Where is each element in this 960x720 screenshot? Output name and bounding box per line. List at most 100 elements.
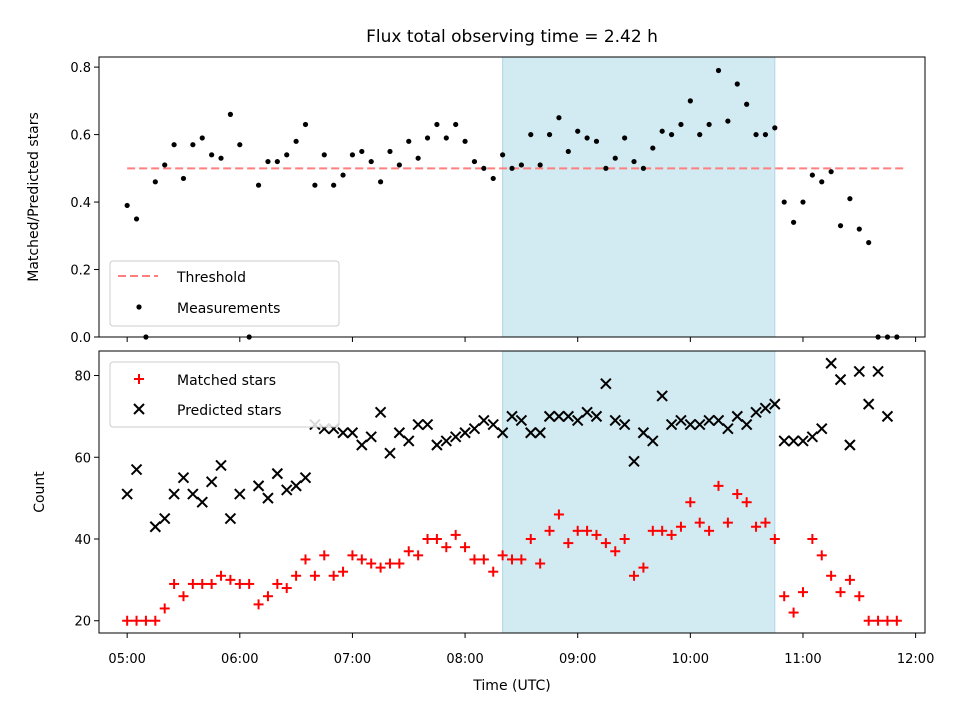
predicted-stars-point-b	[797, 435, 809, 447]
predicted-stars-point-b	[196, 496, 208, 508]
predicted-stars-point	[778, 435, 790, 447]
measurement-point	[274, 158, 280, 165]
predicted-stars-point-b	[872, 365, 884, 378]
predicted-stars-point-b	[205, 476, 218, 488]
matched-stars-point	[535, 558, 546, 569]
predicted-stars-point-b	[553, 410, 565, 423]
predicted-stars-point-b	[356, 439, 368, 451]
predicted-stars-point	[543, 410, 556, 423]
predicted-stars-point	[600, 377, 612, 390]
measurement-point	[828, 169, 834, 175]
predicted-stars-point	[431, 439, 443, 451]
predicted-stars-point	[262, 492, 274, 504]
top-observing-window-shade	[502, 56, 776, 338]
matched-stars-point	[338, 566, 349, 577]
measurement-point	[312, 182, 318, 188]
matched-stars-point	[197, 578, 208, 589]
measurement-point	[772, 125, 778, 131]
predicted-stars-point	[647, 435, 659, 447]
measurement-point	[462, 138, 468, 144]
legend-matched-swatch	[134, 374, 144, 384]
predicted-stars-point-b	[412, 418, 424, 431]
measurement-point	[819, 179, 825, 185]
measurement-point	[218, 155, 224, 161]
matched-stars-point	[131, 615, 142, 626]
x-axis-label: Time (UTC)	[472, 678, 550, 694]
predicted-stars-point-b	[759, 402, 772, 414]
predicted-stars-point	[571, 414, 584, 427]
predicted-stars-point	[816, 422, 828, 435]
bottom-legend-box	[109, 361, 340, 428]
predicted-stars-point	[337, 427, 349, 439]
predicted-stars-point	[506, 410, 518, 423]
predicted-stars-point-b	[468, 422, 481, 435]
measurement-point	[640, 165, 647, 171]
matched-stars-point	[844, 574, 855, 585]
predicted-stars-point-b	[740, 418, 753, 431]
predicted-stars-point-b	[158, 512, 171, 525]
bottom-observing-window-shade	[502, 350, 776, 634]
predicted-stars-point	[224, 512, 237, 525]
predicted-stars-point	[703, 414, 715, 427]
predicted-stars-point	[684, 418, 697, 431]
measurement-point	[734, 81, 740, 87]
predicted-stars-point-b	[252, 480, 265, 492]
matched-stars-point	[685, 497, 696, 508]
x-tick-label: 10:00	[672, 652, 709, 667]
predicted-stars-point	[665, 418, 678, 431]
legend-predicted-swatch-b	[133, 403, 145, 415]
predicted-stars-point	[750, 406, 762, 419]
measurement-point	[528, 131, 534, 138]
measurement-point	[406, 138, 412, 144]
matched-stars-point	[704, 525, 715, 536]
predicted-stars-point	[628, 455, 640, 468]
matched-stars-point	[891, 615, 902, 626]
predicted-stars-point-b	[384, 447, 396, 459]
measurement-point	[847, 196, 853, 202]
predicted-stars-point	[281, 484, 293, 496]
bottom-y-axis-label: Count	[32, 471, 48, 513]
predicted-stars-point	[252, 480, 265, 492]
matched-stars-point	[309, 570, 320, 581]
measurement-point	[340, 172, 346, 178]
measurement-point	[781, 199, 787, 205]
matched-stars-point	[732, 489, 743, 500]
measurement-point	[753, 131, 759, 138]
measurement-point	[668, 131, 675, 138]
predicted-stars-point	[158, 512, 171, 525]
measurement-point	[199, 135, 205, 141]
matched-stars-point	[629, 570, 640, 581]
predicted-stars-point	[365, 431, 377, 443]
matched-stars-point	[234, 578, 245, 589]
matched-stars-point	[488, 566, 499, 577]
predicted-stars-point	[290, 480, 302, 492]
predicted-stars-point-b	[628, 455, 640, 468]
predicted-stars-point-b	[609, 414, 621, 427]
measurement-point	[293, 138, 299, 144]
predicted-stars-point-b	[177, 471, 190, 484]
top-y-tick-label: 0.8	[70, 61, 91, 76]
measurement-point	[866, 239, 872, 246]
measurement-point	[387, 148, 393, 155]
matched-stars-point	[713, 480, 724, 491]
measurement-point	[434, 121, 440, 128]
predicted-stars-point	[844, 439, 856, 451]
measurement-point	[209, 152, 215, 158]
matched-stars-point	[403, 546, 414, 557]
matched-stars-point	[140, 615, 151, 626]
measurement-point	[490, 175, 496, 182]
predicted-stars-point	[412, 418, 424, 431]
predicted-stars-point-b	[449, 431, 462, 443]
predicted-stars-point	[722, 422, 734, 435]
matched-stars-point	[797, 587, 808, 598]
predicted-stars-point-b	[149, 521, 162, 533]
measurement-point	[415, 155, 421, 161]
predicted-stars-point-b	[478, 414, 490, 427]
measurement-point	[556, 115, 562, 121]
predicted-stars-point	[215, 459, 227, 472]
bottom-panel: 20 40 60 80 05:00 06:00 07:00 08:00 09:00 10:00 1…	[32, 350, 934, 694]
predicted-stars-point	[515, 414, 528, 427]
measurement-point	[631, 158, 637, 165]
measurement-point	[725, 118, 731, 124]
predicted-stars-point-b	[778, 435, 790, 447]
